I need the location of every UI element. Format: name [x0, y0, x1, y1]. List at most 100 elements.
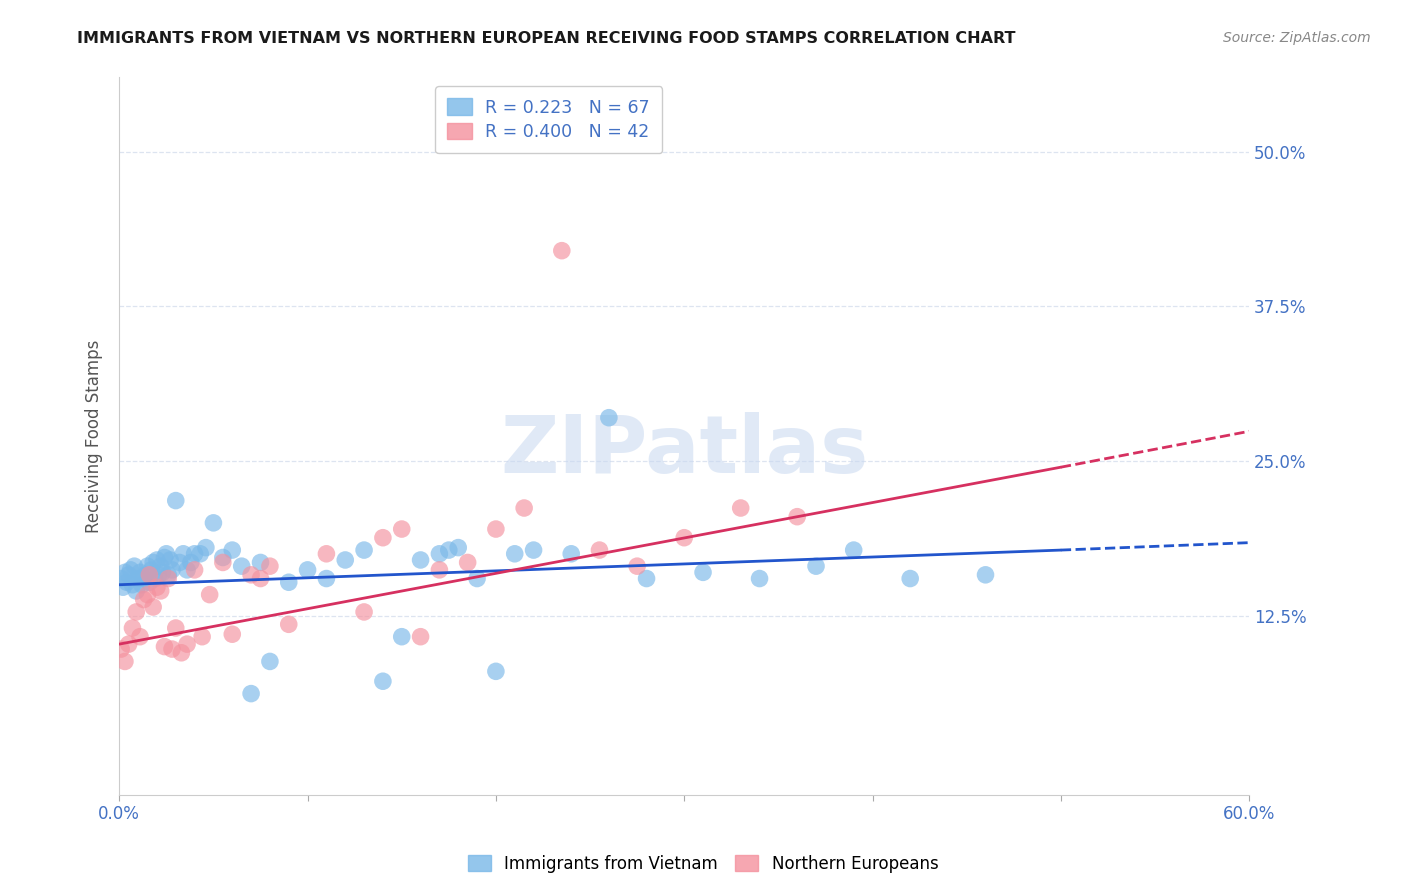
- Point: [148, 567, 170, 582]
- Point: [183, 563, 205, 577]
- Point: [165, 493, 187, 508]
- Point: [437, 543, 460, 558]
- Point: [409, 553, 432, 567]
- Point: [132, 592, 155, 607]
- Point: [198, 588, 221, 602]
- Point: [146, 553, 169, 567]
- Point: [170, 646, 193, 660]
- Text: IMMIGRANTS FROM VIETNAM VS NORTHERN EUROPEAN RECEIVING FOOD STAMPS CORRELATION C: IMMIGRANTS FROM VIETNAM VS NORTHERN EURO…: [77, 31, 1015, 46]
- Point: [115, 575, 138, 590]
- Point: [249, 556, 271, 570]
- Point: [371, 674, 394, 689]
- Point: [157, 567, 180, 582]
- Point: [131, 578, 153, 592]
- Point: [391, 630, 413, 644]
- Point: [136, 559, 159, 574]
- Point: [240, 567, 263, 582]
- Point: [598, 410, 620, 425]
- Point: [371, 531, 394, 545]
- Point: [221, 627, 243, 641]
- Point: [503, 547, 526, 561]
- Point: [335, 553, 357, 567]
- Point: [142, 556, 165, 570]
- Point: [142, 599, 165, 614]
- Point: [153, 550, 176, 565]
- Y-axis label: Receiving Food Stamps: Receiving Food Stamps: [86, 340, 103, 533]
- Point: [127, 572, 149, 586]
- Point: [160, 563, 183, 577]
- Point: [129, 630, 152, 644]
- Point: [221, 543, 243, 558]
- Point: [485, 522, 508, 536]
- Text: ZIPatlas: ZIPatlas: [501, 411, 869, 490]
- Point: [141, 563, 163, 577]
- Point: [110, 642, 132, 657]
- Point: [157, 572, 180, 586]
- Point: [457, 556, 479, 570]
- Point: [259, 655, 281, 669]
- Point: [391, 522, 413, 536]
- Point: [730, 501, 752, 516]
- Point: [138, 575, 160, 590]
- Point: [249, 572, 271, 586]
- Point: [188, 547, 211, 561]
- Point: [551, 244, 574, 258]
- Point: [673, 531, 696, 545]
- Point: [118, 637, 141, 651]
- Point: [149, 559, 172, 574]
- Point: [110, 572, 132, 586]
- Point: [842, 543, 865, 558]
- Point: [136, 588, 159, 602]
- Point: [143, 572, 166, 586]
- Point: [259, 559, 281, 574]
- Point: [112, 580, 135, 594]
- Point: [315, 572, 337, 586]
- Point: [176, 637, 198, 651]
- Point: [513, 501, 536, 516]
- Point: [636, 572, 658, 586]
- Point: [114, 655, 136, 669]
- Point: [429, 563, 451, 577]
- Point: [165, 621, 187, 635]
- Point: [152, 566, 174, 580]
- Point: [114, 566, 136, 580]
- Point: [194, 541, 217, 555]
- Point: [159, 553, 181, 567]
- Point: [588, 543, 610, 558]
- Point: [353, 605, 375, 619]
- Point: [277, 575, 299, 590]
- Point: [129, 566, 152, 580]
- Point: [626, 559, 648, 574]
- Point: [277, 617, 299, 632]
- Point: [121, 621, 143, 635]
- Point: [240, 687, 263, 701]
- Point: [149, 583, 172, 598]
- Point: [135, 567, 157, 582]
- Point: [146, 580, 169, 594]
- Point: [211, 556, 233, 570]
- Point: [153, 640, 176, 654]
- Point: [155, 547, 177, 561]
- Point: [160, 642, 183, 657]
- Point: [176, 563, 198, 577]
- Legend: R = 0.223   N = 67, R = 0.400   N = 42: R = 0.223 N = 67, R = 0.400 N = 42: [434, 87, 662, 153]
- Point: [191, 630, 214, 644]
- Point: [202, 516, 225, 530]
- Point: [974, 567, 997, 582]
- Point: [748, 572, 770, 586]
- Point: [118, 567, 141, 582]
- Point: [560, 547, 582, 561]
- Point: [169, 556, 191, 570]
- Point: [898, 572, 921, 586]
- Point: [409, 630, 432, 644]
- Point: [125, 583, 148, 598]
- Point: [786, 509, 808, 524]
- Text: Source: ZipAtlas.com: Source: ZipAtlas.com: [1223, 31, 1371, 45]
- Point: [183, 547, 205, 561]
- Point: [120, 563, 142, 577]
- Point: [429, 547, 451, 561]
- Point: [180, 556, 202, 570]
- Point: [231, 559, 253, 574]
- Point: [315, 547, 337, 561]
- Point: [804, 559, 827, 574]
